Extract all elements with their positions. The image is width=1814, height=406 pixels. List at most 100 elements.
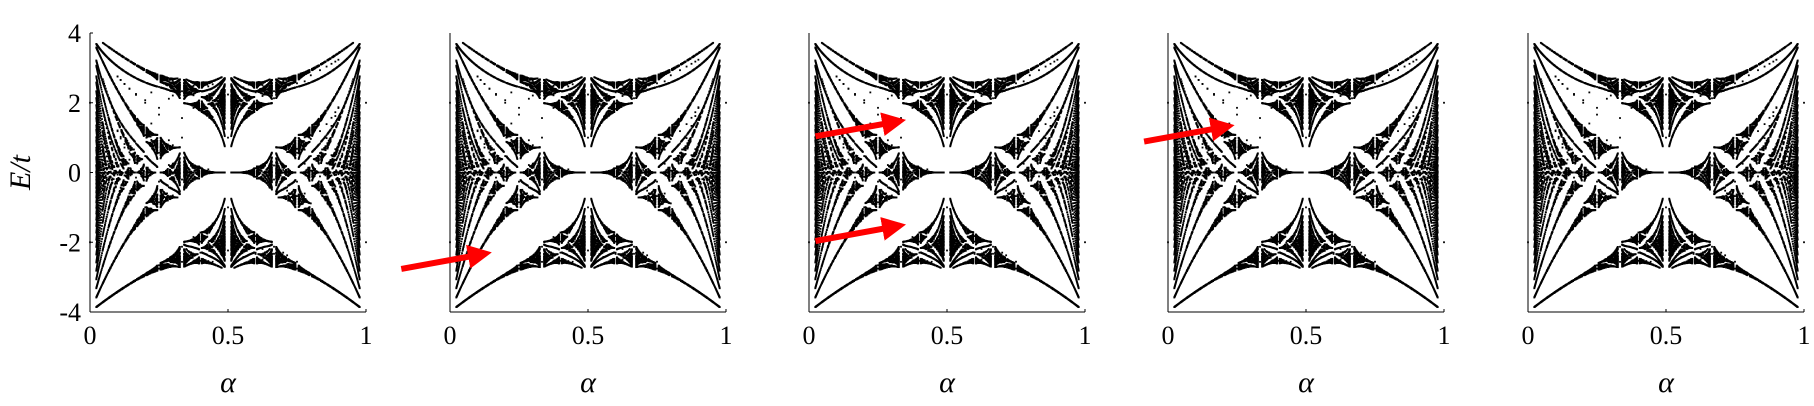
spectrum-point xyxy=(334,61,336,63)
spectrum-point xyxy=(338,59,340,61)
spectrum-point xyxy=(348,198,350,200)
spectrum-point xyxy=(348,231,350,233)
spectrum-point xyxy=(227,206,229,208)
spectrum-point xyxy=(110,138,112,140)
spectrum-point xyxy=(181,261,183,263)
spectrum-point xyxy=(106,186,108,188)
spectrum-point xyxy=(104,199,106,201)
spectrum-point xyxy=(227,137,229,139)
spectrum-point xyxy=(158,107,160,109)
spectrum-point xyxy=(120,136,122,138)
spectrum-point xyxy=(342,235,344,237)
spectrum-point xyxy=(345,222,347,224)
spectrum-point xyxy=(296,152,298,154)
spectrum-point xyxy=(282,169,284,171)
spectrum-point xyxy=(344,126,346,128)
spectrum-point xyxy=(144,102,146,104)
spectrum-point xyxy=(350,105,352,107)
spectrum-point xyxy=(338,106,340,108)
spectrum-point xyxy=(109,121,111,123)
spectrum-point xyxy=(349,203,351,205)
spectrum-point xyxy=(273,179,275,181)
spectrum-point xyxy=(158,201,160,203)
spectrum-point xyxy=(350,222,352,224)
spectrum-point xyxy=(296,268,298,270)
spectrum-point xyxy=(168,98,170,100)
spectrum-point xyxy=(348,214,350,216)
spectrum-point xyxy=(348,186,350,188)
spectrum-point xyxy=(345,121,347,123)
spectrum-point xyxy=(331,63,333,65)
spectrum-point xyxy=(158,114,160,116)
spectrum-point xyxy=(207,168,209,170)
spectrum-point xyxy=(168,139,170,141)
spectrum-point xyxy=(344,217,346,219)
spectrum-point xyxy=(129,151,131,153)
spectrum-point xyxy=(110,217,112,219)
spectrum-point xyxy=(158,264,160,266)
spectrum-point xyxy=(104,226,106,228)
spectrum-point xyxy=(106,112,108,114)
spectrum-point xyxy=(135,93,137,95)
spectrum-point xyxy=(273,97,275,99)
spectrum-point xyxy=(117,130,119,132)
spectrum-point xyxy=(181,117,183,119)
spectrum-point xyxy=(172,144,174,146)
spectrum-point xyxy=(110,126,112,128)
spectrum-point xyxy=(112,143,114,145)
spectrum-point xyxy=(117,174,119,176)
spectrum-point xyxy=(105,235,107,237)
spectrum-point xyxy=(129,159,131,161)
spectrum-point xyxy=(109,222,111,224)
spectrum-point xyxy=(104,211,106,213)
spectrum-point xyxy=(349,235,351,237)
spectrum-point xyxy=(310,74,312,76)
spectrum-point xyxy=(105,218,107,220)
spectrum-point xyxy=(158,268,160,270)
spectrum-point xyxy=(273,90,275,92)
spectrum-point xyxy=(104,195,106,197)
spectrum-point xyxy=(120,138,122,140)
spectrum-point xyxy=(104,188,106,190)
spectrum-point xyxy=(348,251,350,253)
spectrum-point xyxy=(181,137,183,139)
spectrum-point xyxy=(172,95,174,97)
spectrum-point xyxy=(331,117,333,119)
spectrum-point xyxy=(106,126,108,128)
spectrum-point xyxy=(349,108,351,110)
spectrum-point xyxy=(350,195,352,197)
spectrum-point xyxy=(207,86,209,88)
spectrum-point xyxy=(112,235,114,237)
spectrum-point xyxy=(181,246,183,248)
spectrum-point xyxy=(150,92,152,94)
spectrum-point xyxy=(349,218,351,220)
spectrum-point xyxy=(326,66,328,68)
spectrum-point xyxy=(286,254,288,256)
spectrum-point xyxy=(348,126,350,128)
spectrum-point xyxy=(104,207,106,209)
spectrum-point xyxy=(158,181,160,183)
spectrum-point xyxy=(124,147,126,149)
spectrum-point xyxy=(296,86,298,88)
spectrum-point xyxy=(344,138,346,140)
spectrum-point xyxy=(105,203,107,205)
spectrum-point xyxy=(273,165,275,167)
spectrum-point xyxy=(365,102,367,104)
spectrum-point xyxy=(282,252,284,254)
spectrum-point xyxy=(273,246,275,248)
spectrum-point xyxy=(326,123,328,125)
spectrum-point xyxy=(106,231,108,233)
spectrum-point xyxy=(104,222,106,224)
spectrum-point xyxy=(106,198,108,200)
spectrum-point xyxy=(319,176,321,178)
spectrum-point xyxy=(304,193,306,195)
spectrum-point xyxy=(135,177,137,179)
spectrum-point xyxy=(104,239,106,241)
spectrum-point xyxy=(319,130,321,132)
spectrum-point xyxy=(144,99,146,101)
spectrum-point xyxy=(120,79,122,81)
spectrum-point xyxy=(296,195,298,197)
spectrum-point xyxy=(227,94,229,96)
spectrum-point xyxy=(296,82,298,84)
